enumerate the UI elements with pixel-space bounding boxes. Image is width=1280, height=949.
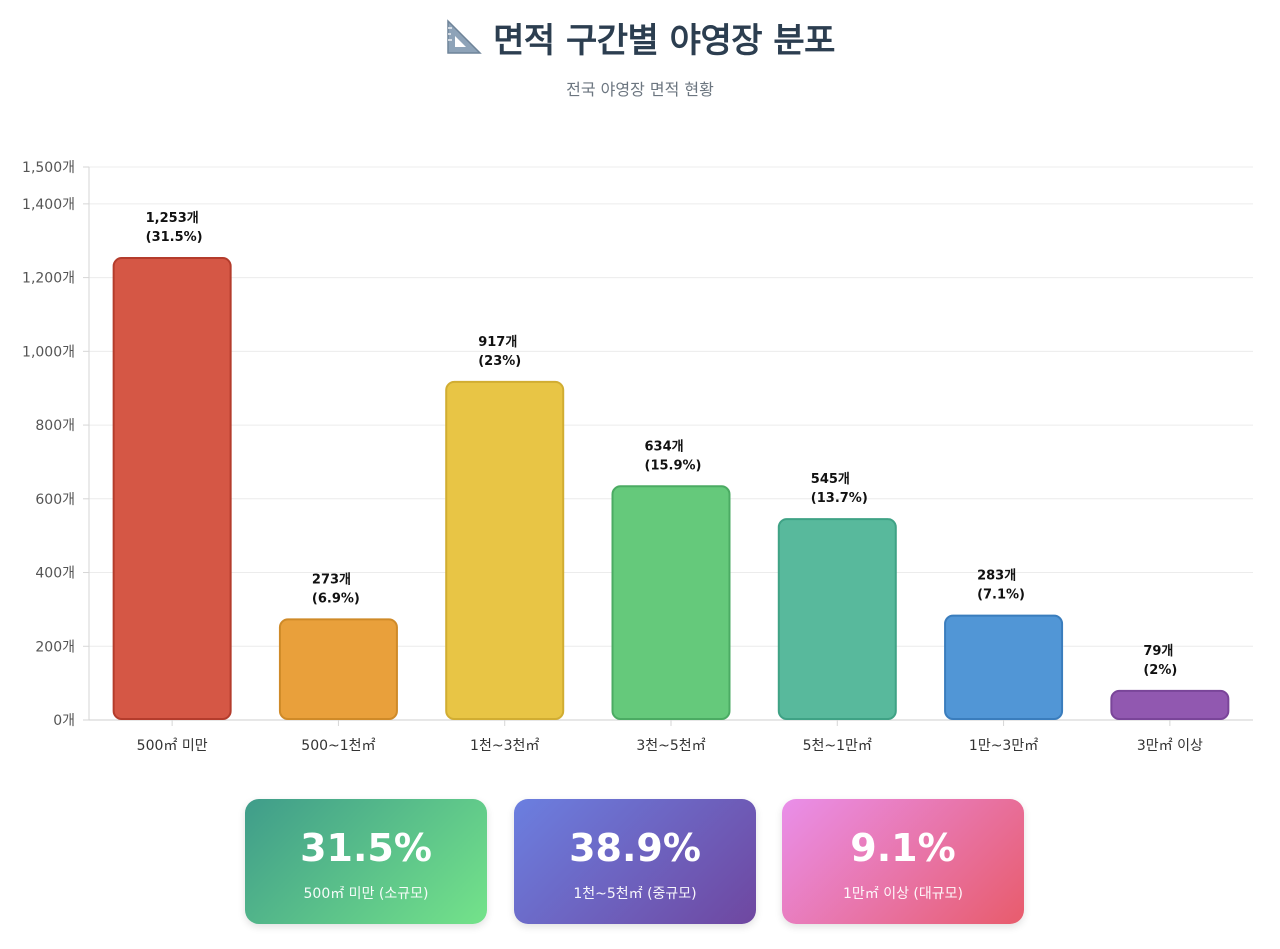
bar — [445, 380, 565, 720]
x-tick-label: 3만㎡ 이상 — [1137, 738, 1203, 754]
page-title: 면적 구간별 야영장 분포 — [493, 20, 835, 61]
summary-card-label: 1만㎡ 이상 (대규모) — [842, 886, 963, 902]
data-label-count: 917개 — [478, 335, 517, 350]
data-label-percent: (6.9%) — [312, 591, 360, 606]
summary-card-value: 38.9% — [569, 826, 701, 870]
summary-card-label: 1천~5천㎡ (중규모) — [573, 886, 697, 902]
y-tick-label: 1,400개 — [22, 197, 75, 213]
bar — [112, 257, 232, 720]
summary-card-large: 9.1% 1만㎡ 이상 (대규모) — [782, 799, 1024, 924]
y-tick-label: 1,500개 — [22, 160, 75, 176]
bar — [278, 618, 398, 721]
summary-card-value: 31.5% — [300, 826, 432, 870]
data-label-count: 1,253개 — [146, 211, 199, 226]
bar — [1110, 689, 1230, 720]
data-label-count: 283개 — [977, 569, 1016, 584]
bar — [944, 614, 1064, 720]
bar-chart: 0개 200개 400개 600개 800개 1,000개 1,200개 1,400개 1,50… — [22, 160, 1253, 754]
data-label-count: 79개 — [1143, 644, 1173, 659]
y-tick-label: 1,200개 — [22, 271, 75, 287]
y-tick-label: 400개 — [35, 566, 75, 582]
y-tick-label: 1,000개 — [22, 344, 75, 360]
x-tick-label: 5천~1만㎡ — [803, 738, 872, 754]
bar — [777, 518, 897, 720]
data-label-percent: (13.7%) — [811, 491, 868, 506]
triangle-ruler-icon — [445, 18, 483, 56]
y-tick-label: 800개 — [35, 418, 75, 434]
y-tick-label: 600개 — [35, 492, 75, 508]
summary-card-label: 500㎡ 미만 (소규모) — [303, 886, 429, 902]
data-label-percent: (2%) — [1143, 663, 1177, 678]
x-tick-label: 1천~3천㎡ — [470, 738, 539, 754]
x-tick-label: 500㎡ 미만 — [137, 738, 208, 754]
summary-card-value: 9.1% — [850, 826, 956, 870]
bar — [611, 485, 731, 720]
page-subtitle: 전국 야영장 면적 현황 — [566, 80, 714, 99]
data-label-percent: (23%) — [478, 354, 521, 369]
y-tick-label: 200개 — [35, 639, 75, 655]
data-label-count: 634개 — [645, 439, 684, 454]
data-label-percent: (7.1%) — [977, 588, 1025, 603]
summary-card-small: 31.5% 500㎡ 미만 (소규모) — [245, 799, 487, 924]
x-tick-label: 1만~3만㎡ — [969, 738, 1038, 754]
summary-cards: 31.5% 500㎡ 미만 (소규모) 38.9% 1천~5천㎡ (중규모) 9… — [0, 799, 1280, 924]
x-tick-label: 3천~5천㎡ — [636, 738, 705, 754]
data-label-count: 273개 — [312, 572, 351, 587]
y-tick-label: 0개 — [53, 713, 75, 729]
data-label-percent: (31.5%) — [146, 230, 203, 245]
x-tick-label: 500~1천㎡ — [301, 738, 375, 754]
chart-header: 면적 구간별 야영장 분포 전국 야영장 면적 현황 — [0, 12, 1280, 100]
data-label-percent: (15.9%) — [645, 458, 702, 473]
title-row: 면적 구간별 야영장 분포 — [0, 12, 1280, 62]
summary-card-medium: 38.9% 1천~5천㎡ (중규모) — [514, 799, 756, 924]
data-label-count: 545개 — [811, 472, 850, 487]
